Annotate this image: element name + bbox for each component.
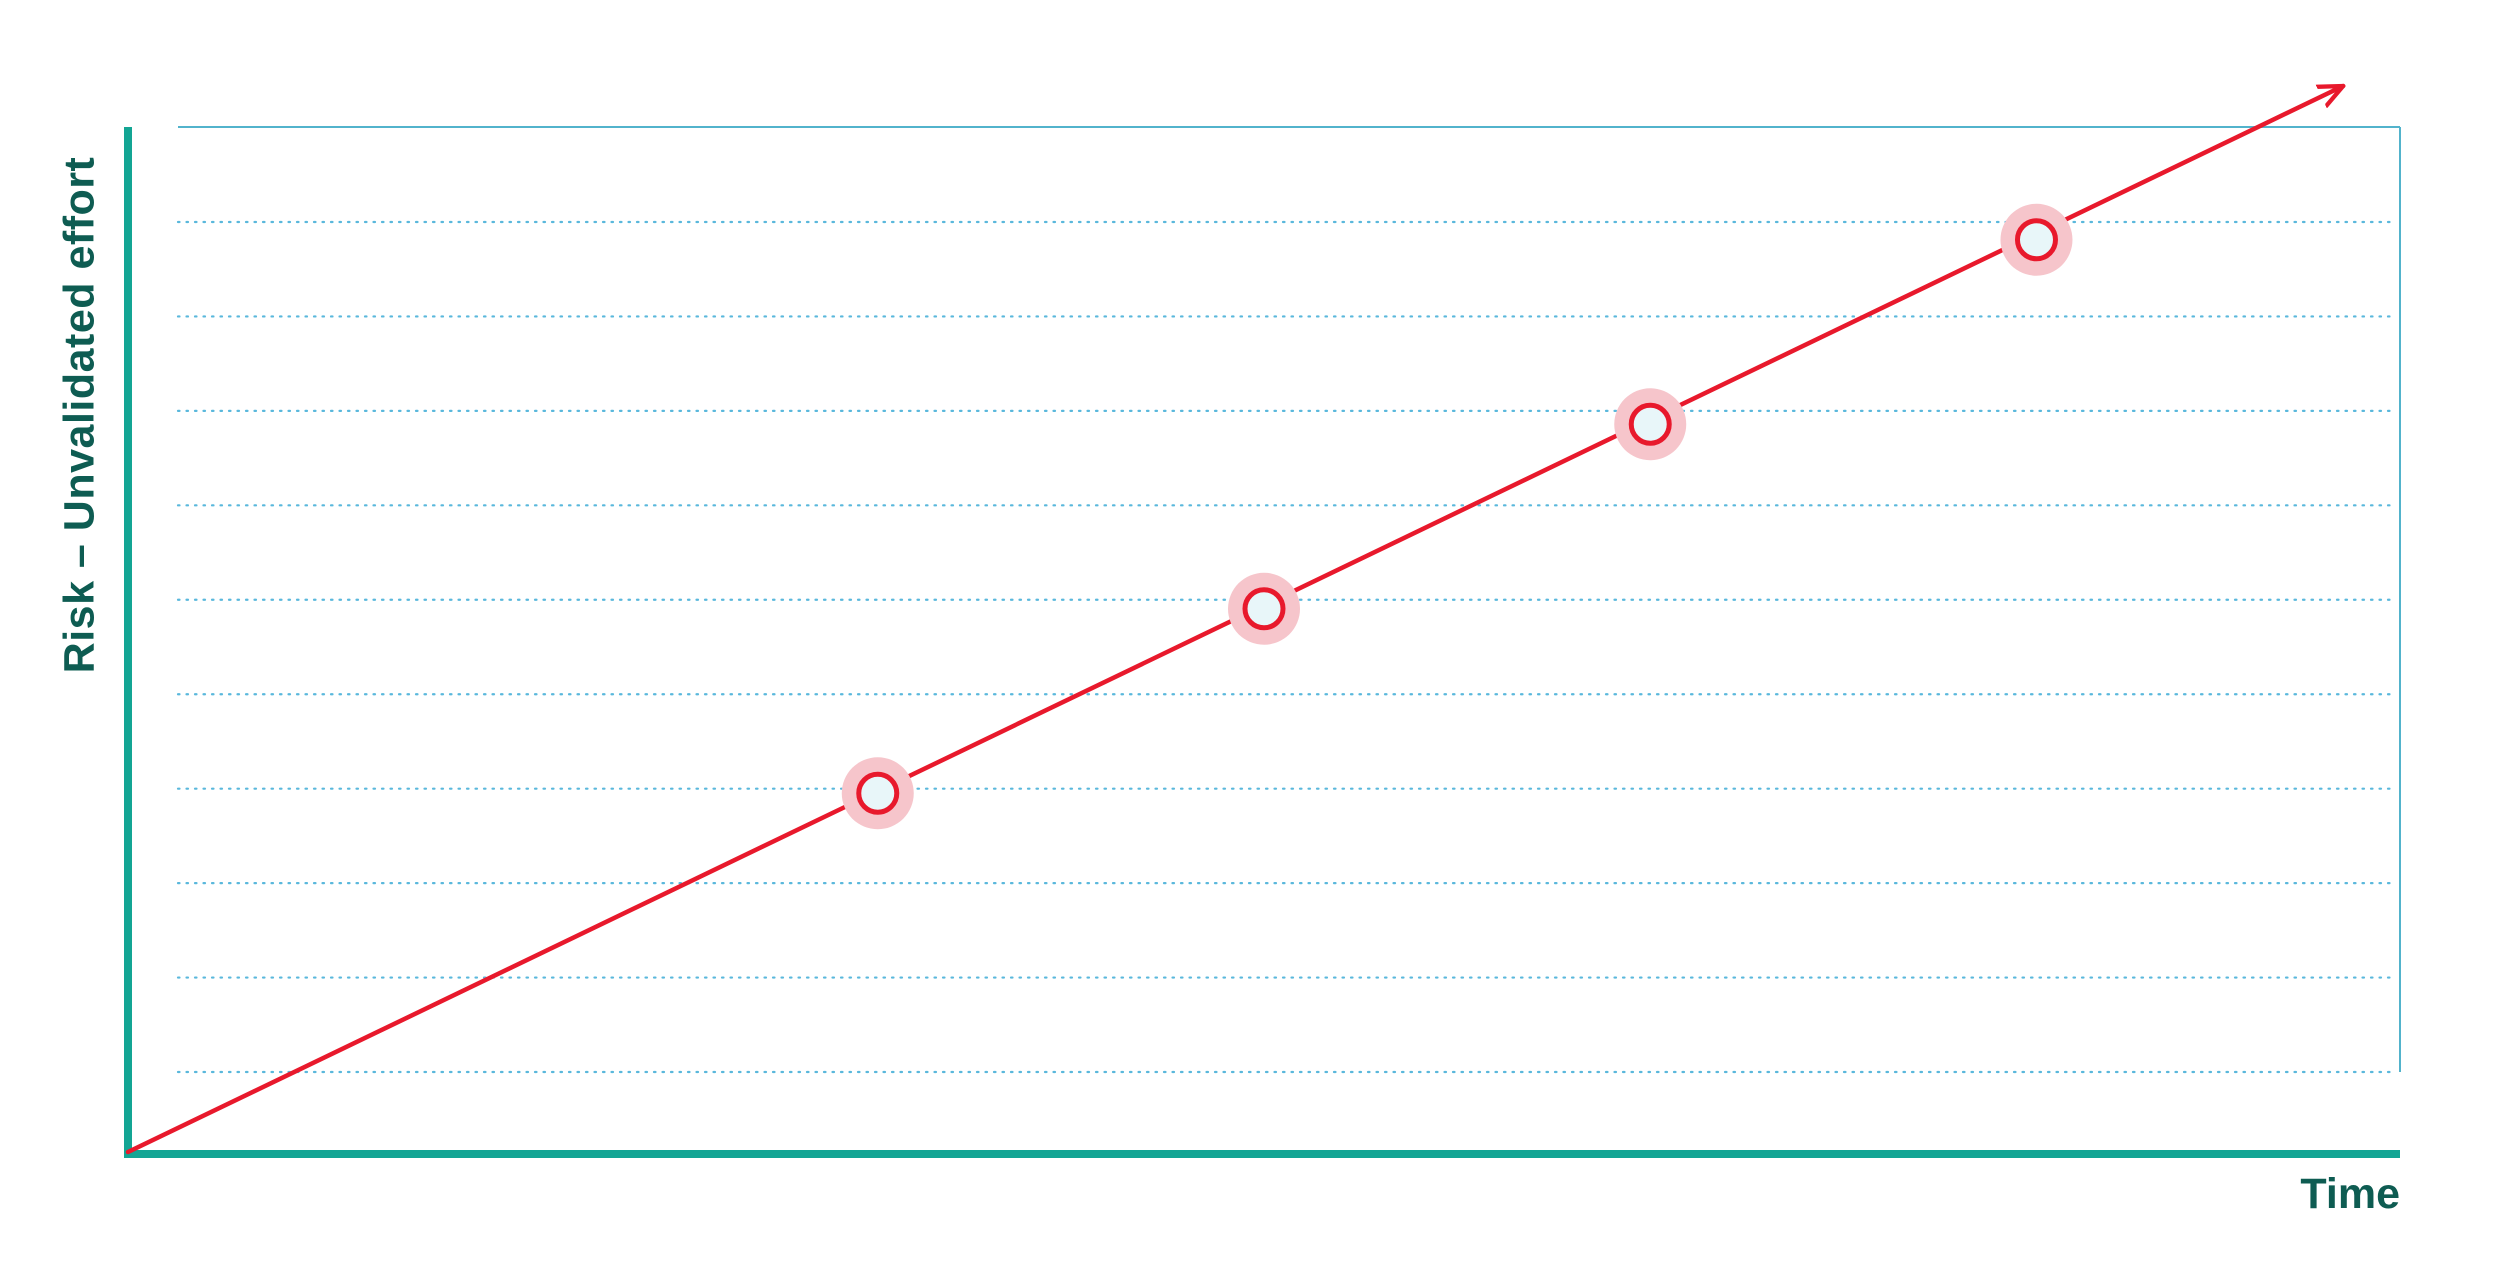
y-axis-label: Risk – Unvalidated effort bbox=[55, 156, 104, 674]
data-point bbox=[856, 771, 900, 815]
x-axis-label: Time bbox=[2300, 1170, 2400, 1218]
data-point bbox=[1242, 587, 1286, 631]
data-point bbox=[1628, 402, 1672, 446]
data-point bbox=[2014, 218, 2058, 262]
